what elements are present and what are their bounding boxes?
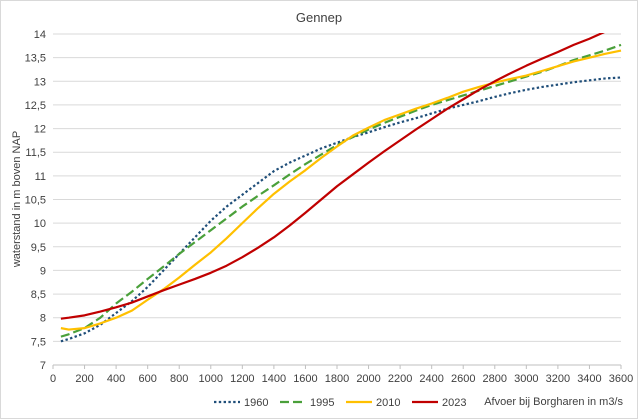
y-tick-label: 9,5 — [31, 242, 46, 254]
x-tick-label: 600 — [138, 373, 156, 385]
x-tick-label: 3200 — [546, 373, 570, 385]
series-line-2023 — [60, 33, 605, 320]
x-tick-label: 200 — [75, 373, 93, 385]
x-tick-label: 2600 — [451, 373, 475, 385]
y-tick-label: 10,5 — [25, 195, 46, 207]
series-line-2010 — [60, 49, 622, 331]
x-tick-label: 800 — [170, 373, 188, 385]
x-tick-label: 3400 — [577, 373, 601, 385]
y-tick-label: 12,5 — [25, 100, 46, 112]
x-tick-label: 3600 — [609, 373, 633, 385]
legend-label-2010: 2010 — [376, 397, 400, 409]
y-tick-label: 13,5 — [25, 53, 46, 65]
y-tick-label: 9 — [40, 265, 46, 277]
y-tick-label: 7 — [40, 360, 46, 372]
y-tick-label: 13 — [34, 76, 46, 88]
legend: 1960 1995 2010 2023 — [214, 397, 466, 409]
x-tick-label: 2400 — [419, 373, 443, 385]
y-tick-label: 10 — [34, 218, 46, 230]
y-tick-label: 7,5 — [31, 336, 46, 348]
gridlines — [53, 33, 621, 366]
chart-title: Gennep — [296, 10, 342, 25]
y-tick-label: 8,5 — [31, 289, 46, 301]
x-axis-title: Afvoer bij Borgharen in m3/s — [484, 396, 623, 408]
y-tick-label: 11,5 — [25, 147, 46, 159]
legend-label-2023: 2023 — [442, 397, 466, 409]
x-tick-label: 400 — [107, 373, 125, 385]
y-axis-ticks: 7 7,5 8 8,5 9 9,5 10 10,5 11 11,5 12 12,5 13 13,5 14 — [25, 29, 46, 372]
x-tick-label: 1400 — [262, 373, 286, 385]
x-tick-label: 3000 — [514, 373, 538, 385]
y-tick-label: 14 — [34, 29, 46, 41]
y-tick-label: 12 — [34, 124, 46, 136]
x-tick-label: 1600 — [293, 373, 317, 385]
y-tick-label: 8 — [40, 313, 46, 325]
y-axis-title: waterstand in m boven NAP — [11, 131, 23, 268]
y-tick-label: 11 — [35, 171, 46, 183]
x-tick-label: 2000 — [356, 373, 380, 385]
x-tick-label: 0 — [50, 373, 56, 385]
x-axis-ticks: 0 200 400 600 800 1000 1200 1400 1600 1800 2000 220… — [50, 365, 633, 385]
x-tick-label: 1000 — [199, 373, 223, 385]
x-tick-label: 2200 — [388, 373, 412, 385]
legend-label-1960: 1960 — [244, 397, 268, 409]
x-tick-label: 1200 — [230, 373, 254, 385]
x-tick-label: 2800 — [483, 373, 507, 385]
series-lines — [60, 33, 622, 343]
x-tick-label: 1800 — [325, 373, 349, 385]
legend-label-1995: 1995 — [310, 397, 334, 409]
